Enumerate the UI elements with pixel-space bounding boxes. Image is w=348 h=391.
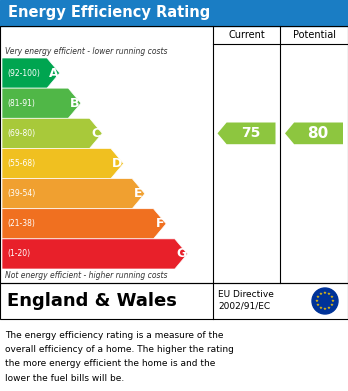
Polygon shape <box>2 209 166 239</box>
Polygon shape <box>285 122 343 144</box>
Bar <box>0 0 348 26</box>
Text: The energy efficiency rating is a measure of the: The energy efficiency rating is a measur… <box>5 330 223 339</box>
Circle shape <box>312 288 338 314</box>
Text: Very energy efficient - lower running costs: Very energy efficient - lower running co… <box>5 47 167 56</box>
Text: the more energy efficient the home is and the: the more energy efficient the home is an… <box>5 359 215 368</box>
Text: ★: ★ <box>323 291 327 295</box>
Text: (69-80): (69-80) <box>7 129 35 138</box>
Text: 75: 75 <box>241 126 260 140</box>
Text: C: C <box>91 127 101 140</box>
Text: Potential: Potential <box>293 30 335 40</box>
Polygon shape <box>218 122 276 144</box>
Text: ★: ★ <box>323 307 327 311</box>
Polygon shape <box>2 239 188 269</box>
Bar <box>0 283 348 319</box>
Polygon shape <box>2 88 81 118</box>
Text: (55-68): (55-68) <box>7 159 35 168</box>
Text: G: G <box>176 248 186 260</box>
Polygon shape <box>2 118 102 149</box>
Polygon shape <box>2 149 124 179</box>
Text: overall efficiency of a home. The higher the rating: overall efficiency of a home. The higher… <box>5 345 234 354</box>
Text: ★: ★ <box>316 303 320 307</box>
Text: (81-91): (81-91) <box>7 99 35 108</box>
Polygon shape <box>2 179 145 209</box>
Text: ★: ★ <box>327 292 331 296</box>
Text: (39-54): (39-54) <box>7 189 35 198</box>
Text: E: E <box>134 187 143 200</box>
Text: (1-20): (1-20) <box>7 249 30 258</box>
Text: ★: ★ <box>315 299 319 303</box>
Polygon shape <box>2 58 60 88</box>
Text: ★: ★ <box>316 295 320 299</box>
Text: England & Wales: England & Wales <box>7 292 177 310</box>
Text: ★: ★ <box>327 306 331 310</box>
Text: ★: ★ <box>330 295 334 299</box>
Text: Current: Current <box>228 30 265 40</box>
Text: (21-38): (21-38) <box>7 219 35 228</box>
Text: F: F <box>156 217 164 230</box>
Text: A: A <box>48 66 58 80</box>
Text: ★: ★ <box>330 303 334 307</box>
Text: ★: ★ <box>319 292 323 296</box>
Text: (92-100): (92-100) <box>7 68 40 77</box>
Text: lower the fuel bills will be.: lower the fuel bills will be. <box>5 374 124 383</box>
Text: ★: ★ <box>319 306 323 310</box>
Text: B: B <box>70 97 79 110</box>
Text: ★: ★ <box>331 299 335 303</box>
Text: Energy Efficiency Rating: Energy Efficiency Rating <box>8 5 210 20</box>
Text: D: D <box>112 157 122 170</box>
Text: 80: 80 <box>307 126 329 141</box>
Text: EU Directive
2002/91/EC: EU Directive 2002/91/EC <box>218 290 274 310</box>
Bar <box>0 26 348 283</box>
Text: Not energy efficient - higher running costs: Not energy efficient - higher running co… <box>5 271 167 280</box>
